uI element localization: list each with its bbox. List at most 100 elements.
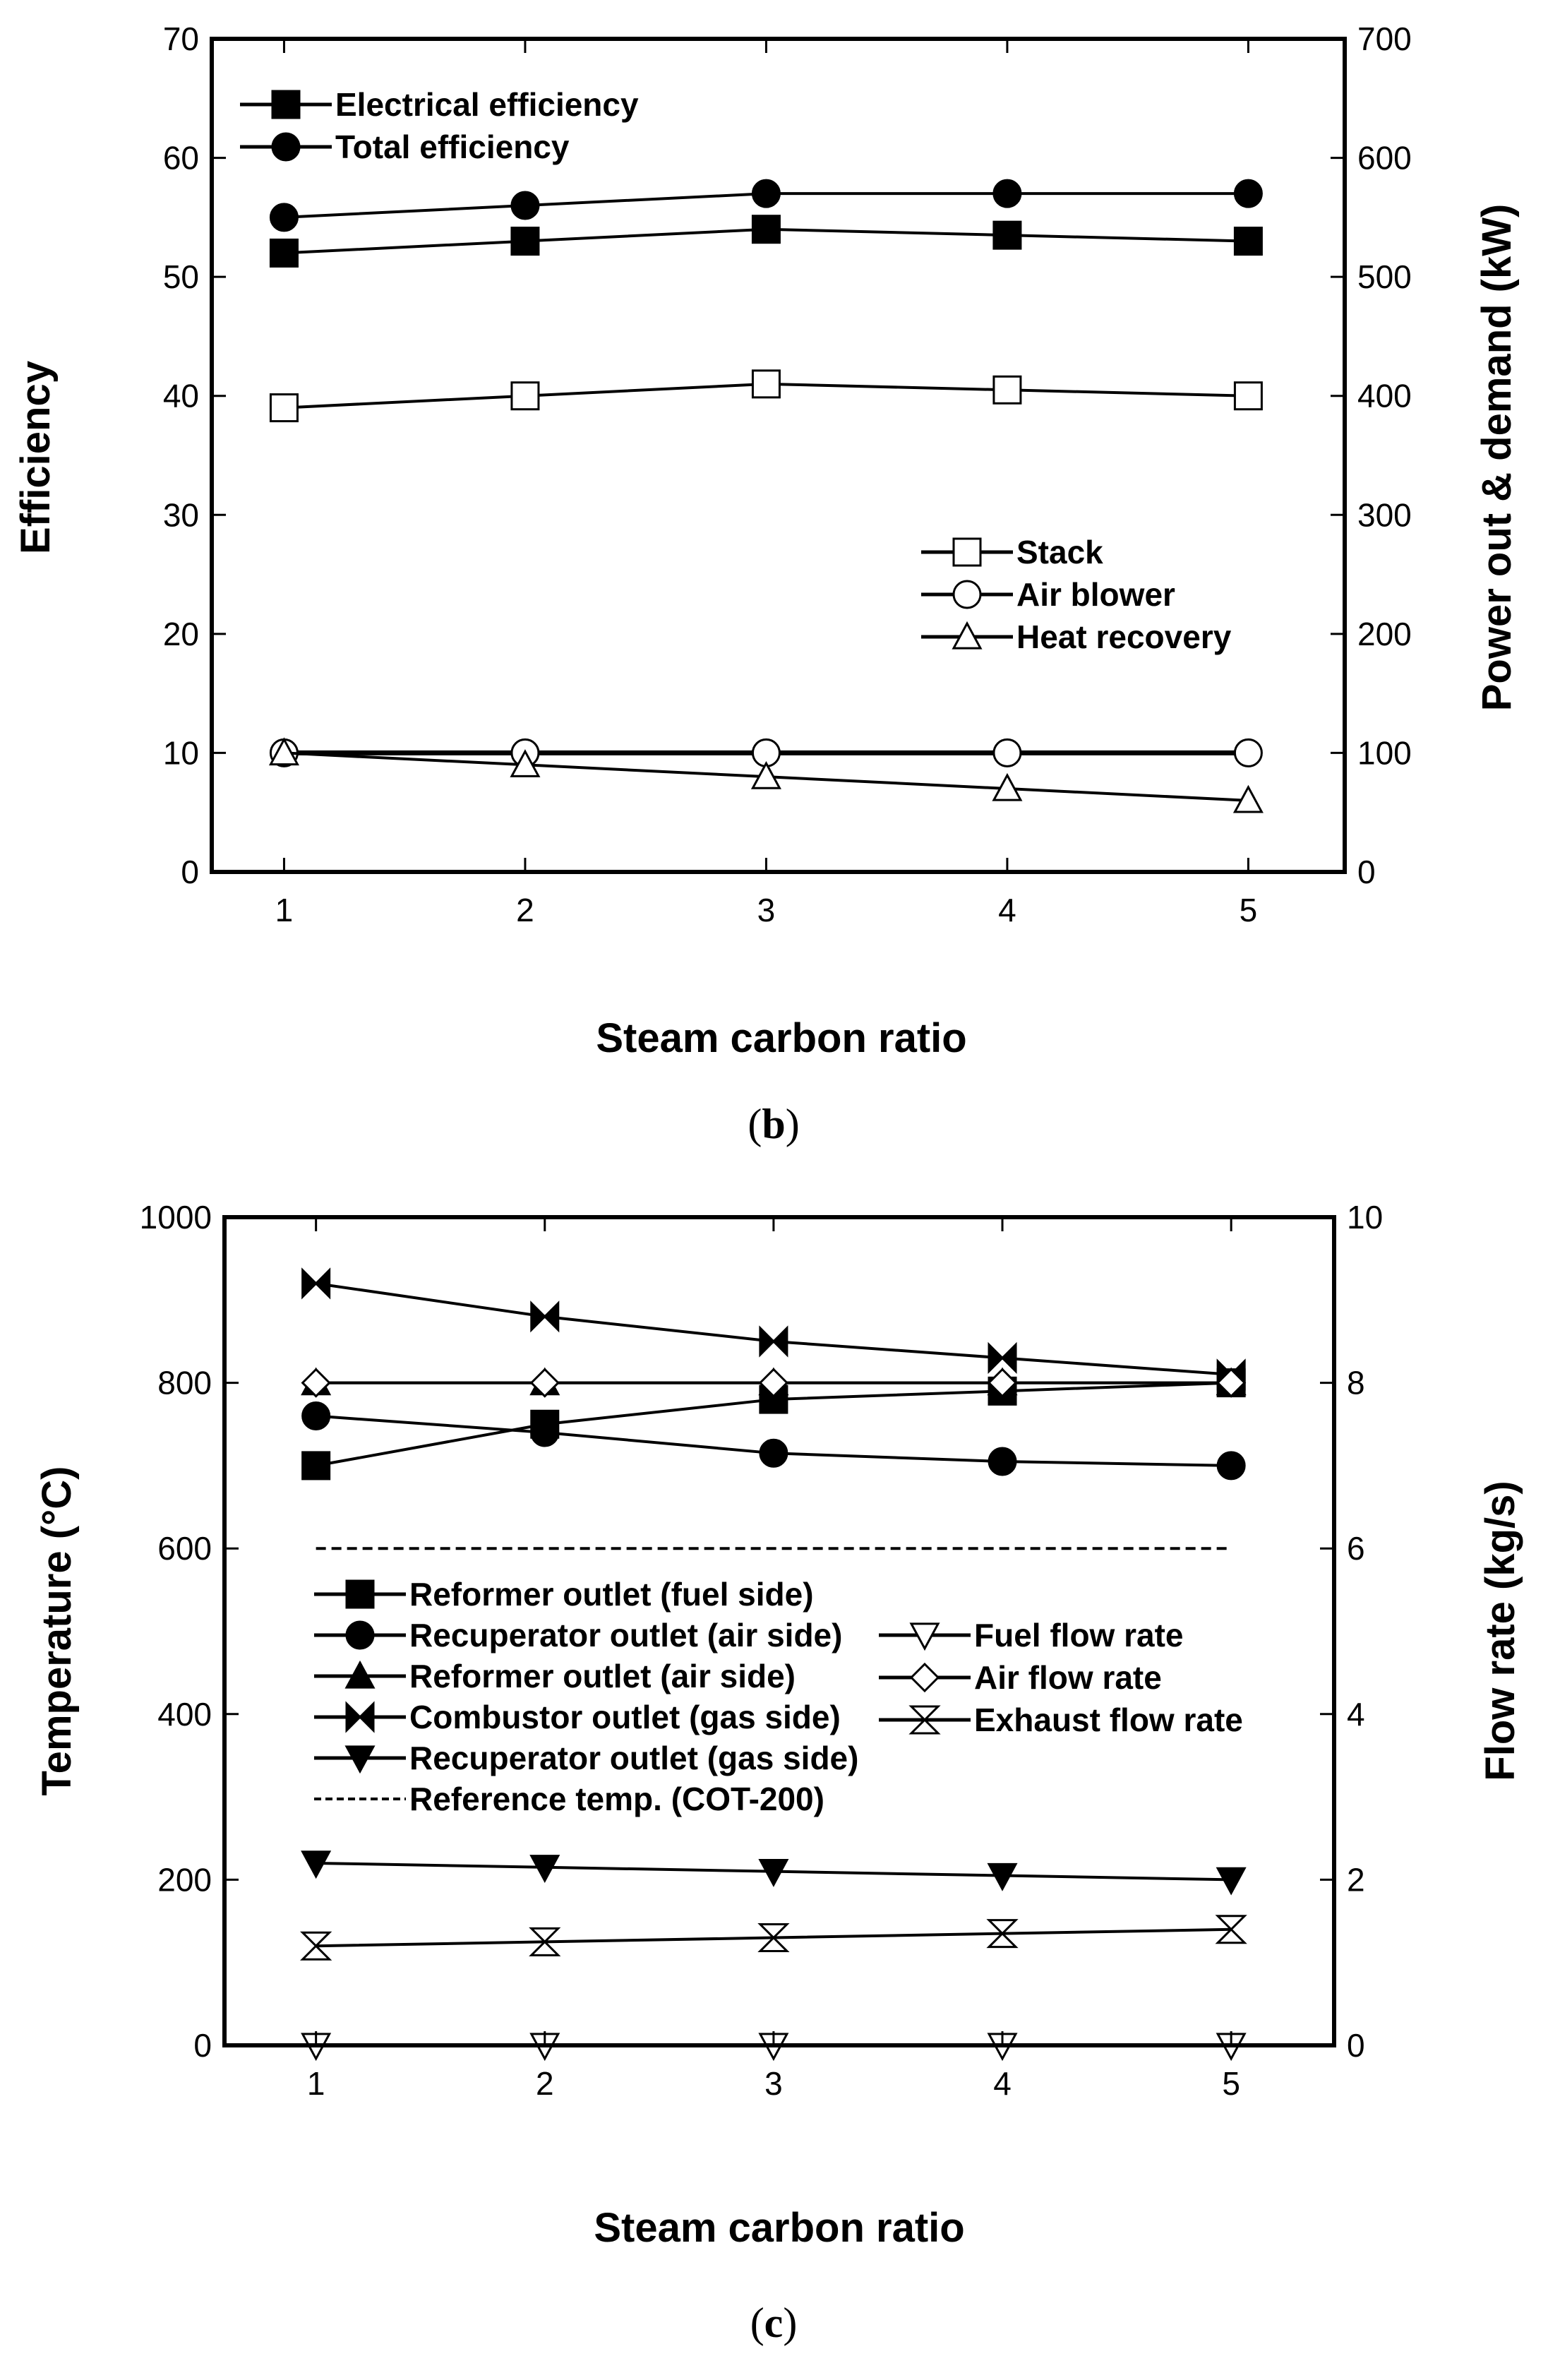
point-c-air-flow-rate-5 — [1216, 1368, 1247, 1398]
x-tick-label-b-1: 1 — [275, 892, 294, 928]
point-b-stack-2 — [510, 381, 540, 411]
point-b-stack-4 — [992, 375, 1022, 405]
legend-label-c-reformer-outlet-fuel-side: Reformer outlet (fuel side) — [409, 1576, 814, 1613]
ticks-layer-b: 1 2 3 4 501020304050607001002003004005006007… — [163, 20, 1412, 928]
x-tick-label-b-2: 2 — [516, 892, 534, 928]
legend-label-c-combustor-outlet-gas-side: Combustor outlet (gas side) — [409, 1699, 841, 1735]
y-tick-label-left-c-1000: 1000 — [140, 1199, 212, 1236]
point-b-heat-recovery-5 — [1232, 784, 1264, 813]
y-tick-label-right-b-300: 300 — [1357, 496, 1412, 533]
legend-marker-b-air-blower — [952, 580, 982, 609]
y-tick-label-right-b-600: 600 — [1357, 140, 1412, 177]
point-c-recuperator-outlet-gas-side-4 — [987, 1862, 1018, 1891]
series-b-air-blower — [269, 738, 1263, 767]
y-tick-label-left-c-800: 800 — [157, 1365, 212, 1401]
legend-entry-c-reference-temp-cot-200: Reference temp. (COT-200) — [314, 1781, 824, 1817]
legend-marker-c-reformer-outlet-air-side — [344, 1660, 376, 1689]
y-tick-label-right-b-500: 500 — [1357, 258, 1412, 295]
legend-label-b-total-efficiency: Total efficiency — [335, 128, 570, 165]
plot-frame-c — [222, 1215, 1336, 2047]
panel-caption-letter-b: b — [762, 1101, 785, 1147]
plot-frame-b — [210, 37, 1347, 874]
legend-marker-b-stack — [952, 537, 982, 567]
legend-label-c-air-flow-rate: Air flow rate — [974, 1659, 1162, 1696]
series-b-total-efficiency — [269, 179, 1263, 232]
legend-label-b-electrical-efficiency: Electrical efficiency — [335, 86, 639, 123]
point-b-total-efficiency-2 — [510, 191, 540, 220]
x-tick-label-b-5: 5 — [1240, 892, 1258, 928]
legend-entry-c-combustor-outlet-gas-side: Combustor outlet (gas side) — [314, 1699, 841, 1735]
legend-c-center-right: Fuel flow rate Air flow rate Exhaust flow … — [879, 1617, 1243, 1738]
point-c-recuperator-outlet-air-side-2 — [530, 1418, 560, 1447]
point-c-recuperator-outlet-air-side-1 — [301, 1401, 331, 1431]
legend-entry-b-heat-recovery: Heat recovery — [921, 618, 1232, 655]
legend-entry-c-recuperator-outlet-air-side: Recuperator outlet (air side) — [314, 1617, 842, 1654]
legend-label-c-exhaust-flow-rate: Exhaust flow rate — [974, 1702, 1243, 1738]
point-b-electrical-efficiency-4 — [992, 220, 1022, 250]
legend-entry-b-air-blower: Air blower — [921, 576, 1175, 613]
legend-label-c-recuperator-outlet-gas-side: Recuperator outlet (gas side) — [409, 1740, 858, 1776]
x-axis-label-c: Steam carbon ratio — [594, 2205, 964, 2251]
y-tick-label-right-b-100: 100 — [1357, 734, 1412, 771]
y-tick-label-right-b-200: 200 — [1357, 616, 1412, 652]
y-axis-label-left-c: Temperature (°C) — [34, 1466, 80, 1796]
legend-b-top-left: Electrical efficiency Total efficiency — [240, 86, 639, 165]
y-tick-label-left-c-600: 600 — [157, 1530, 212, 1567]
point-c-exhaust-flow-rate-3 — [757, 1923, 790, 1953]
ticks-layer-c: 1 2 3 4 5 0 200 400 600 800 1000 0 2 4 6 8 10 — [140, 1199, 1384, 2102]
point-c-exhaust-flow-rate-2 — [529, 1927, 561, 1956]
series-b-electrical-efficiency — [269, 215, 1263, 268]
legend-marker-c-reformer-outlet-fuel-side — [345, 1579, 375, 1609]
legend-entry-b-total-efficiency: Total efficiency — [240, 128, 570, 165]
x-tick-label-c-4: 4 — [993, 2065, 1012, 2102]
legend-marker-b-heat-recovery — [952, 621, 983, 650]
point-c-recuperator-outlet-gas-side-1 — [301, 1850, 332, 1879]
point-c-air-flow-rate-2 — [529, 1368, 560, 1398]
point-b-stack-5 — [1233, 381, 1263, 411]
panel-caption-c: (c) — [750, 2300, 798, 2346]
point-b-stack-1 — [269, 393, 299, 423]
point-c-exhaust-flow-rate-1 — [300, 1931, 332, 1961]
point-b-total-efficiency-5 — [1233, 179, 1263, 208]
series-b-heat-recovery — [268, 737, 1264, 813]
y-tick-label-left-b-0: 0 — [181, 854, 199, 890]
y-tick-label-left-b-50: 50 — [163, 258, 199, 295]
point-c-air-flow-rate-4 — [987, 1368, 1018, 1398]
series-c-recuperator-outlet-air-side — [301, 1401, 1246, 1481]
y-tick-label-right-c-6: 6 — [1347, 1530, 1365, 1567]
point-c-recuperator-outlet-air-side-3 — [759, 1438, 788, 1468]
y-tick-label-left-b-40: 40 — [163, 378, 199, 414]
y-tick-label-right-b-0: 0 — [1357, 854, 1376, 890]
y-tick-label-right-c-10: 10 — [1347, 1199, 1383, 1236]
point-b-electrical-efficiency-3 — [751, 215, 781, 244]
legend-entry-c-air-flow-rate: Air flow rate — [879, 1659, 1162, 1696]
point-b-heat-recovery-3 — [750, 760, 781, 789]
legend-marker-c-exhaust-flow-rate — [908, 1705, 941, 1735]
legend-marker-c-recuperator-outlet-air-side — [345, 1620, 375, 1650]
chart-panel-c: 1 2 3 4 5 0 200 400 600 800 1000 0 2 4 6 8 10 Reformer o… — [34, 1199, 1523, 2346]
legend-label-c-reference-temp-cot-200: Reference temp. (COT-200) — [409, 1781, 824, 1817]
point-c-recuperator-outlet-air-side-5 — [1216, 1451, 1246, 1481]
y-tick-label-right-c-8: 8 — [1347, 1365, 1365, 1401]
legend-label-b-air-blower: Air blower — [1016, 576, 1175, 613]
legend-entry-c-recuperator-outlet-gas-side: Recuperator outlet (gas side) — [314, 1740, 858, 1776]
x-tick-label-b-4: 4 — [998, 892, 1016, 928]
legend-label-c-fuel-flow-rate: Fuel flow rate — [974, 1617, 1183, 1654]
x-tick-label-c-3: 3 — [764, 2065, 783, 2102]
point-b-total-efficiency-3 — [751, 179, 781, 208]
y-tick-label-right-b-700: 700 — [1357, 20, 1412, 57]
series-c-exhaust-flow-rate — [300, 1915, 1247, 1961]
legend-marker-c-air-flow-rate — [909, 1662, 940, 1693]
y-tick-label-left-b-60: 60 — [163, 140, 199, 177]
x-tick-label-c-5: 5 — [1222, 2065, 1240, 2102]
y-tick-label-left-c-200: 200 — [157, 1861, 212, 1898]
y-tick-label-right-b-400: 400 — [1357, 378, 1412, 414]
point-c-air-flow-rate-3 — [758, 1368, 789, 1398]
legend-entry-b-electrical-efficiency: Electrical efficiency — [240, 86, 639, 123]
y-tick-label-left-b-70: 70 — [163, 20, 199, 57]
series-layer-b — [268, 179, 1264, 813]
point-c-recuperator-outlet-gas-side-5 — [1216, 1867, 1247, 1896]
legend-marker-c-fuel-flow-rate — [909, 1622, 940, 1651]
y-tick-label-left-b-20: 20 — [163, 616, 199, 652]
y-axis-label-left-b: Efficiency — [13, 361, 59, 554]
